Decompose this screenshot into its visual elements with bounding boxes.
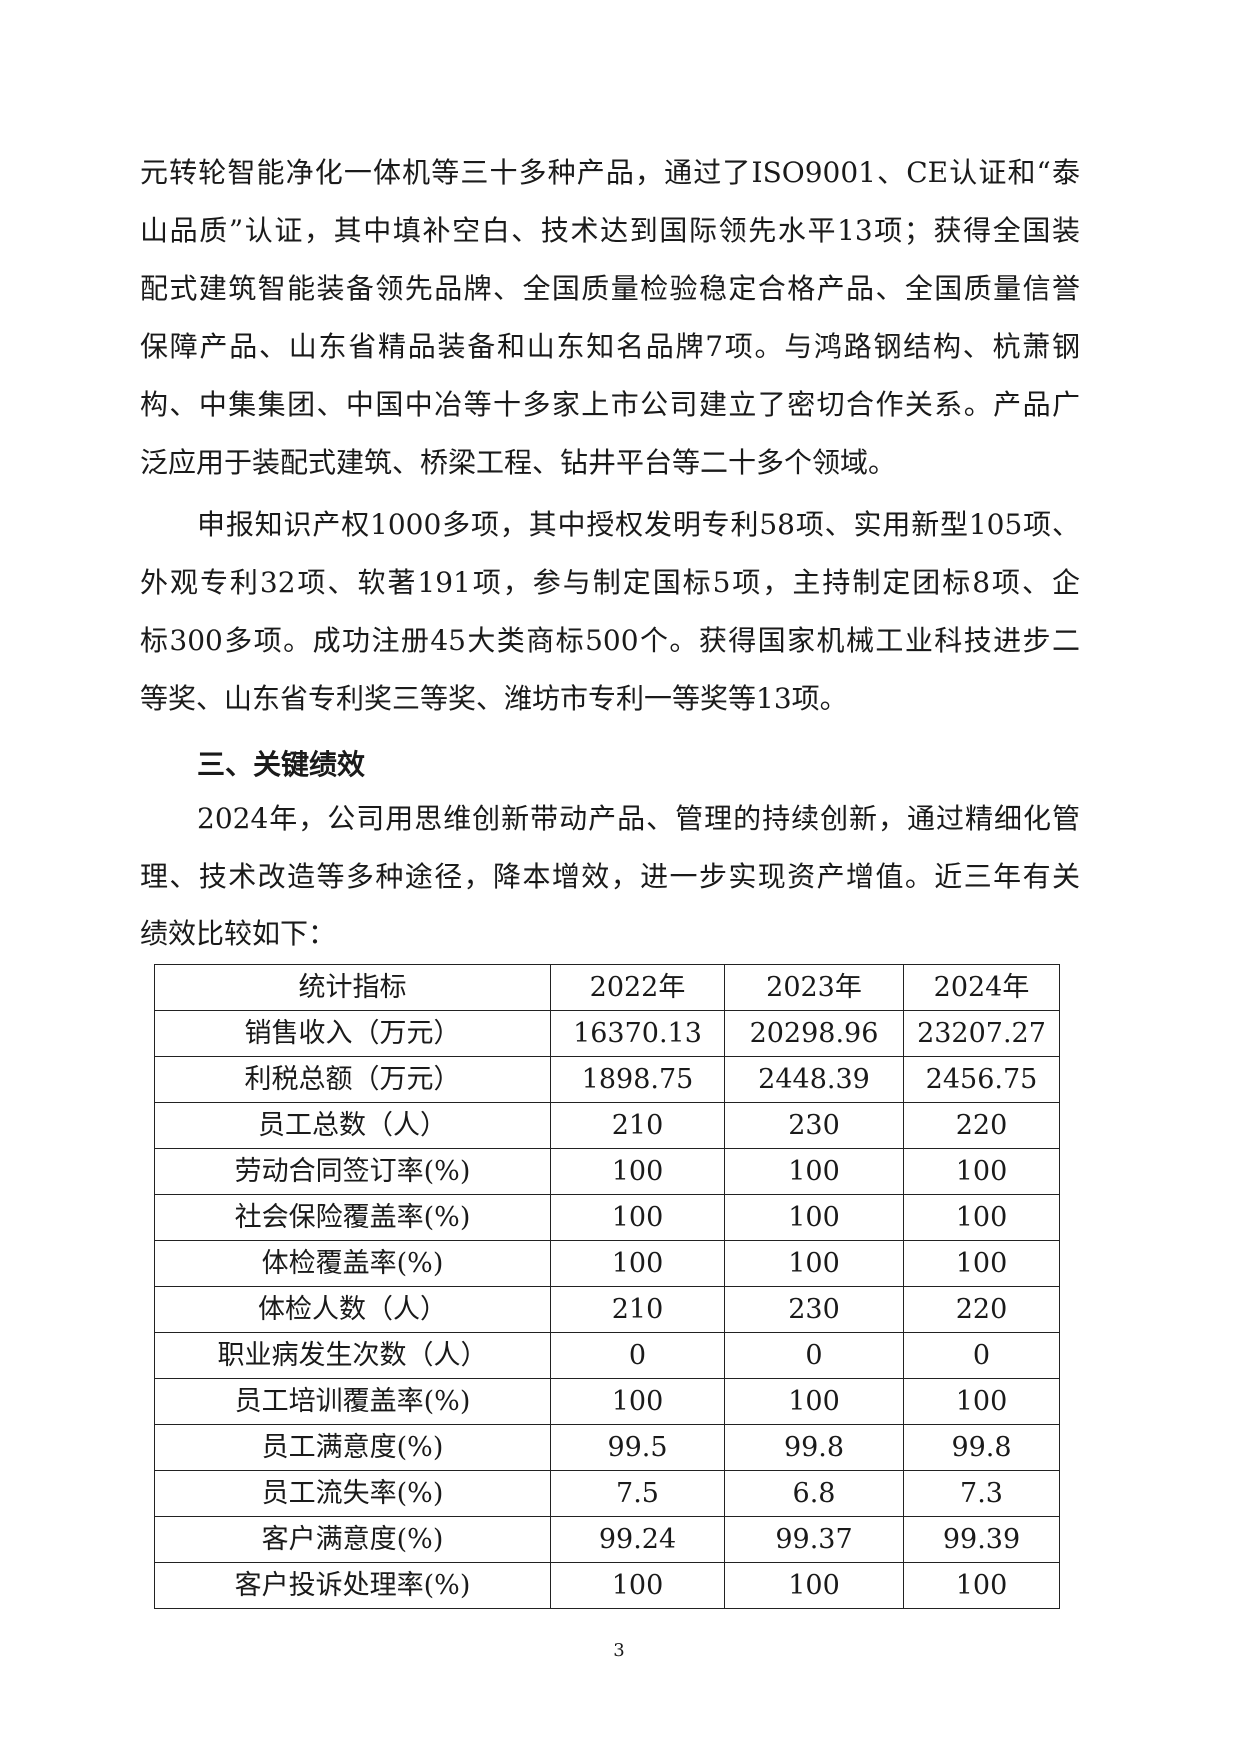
metric-label-cell: 员工满意度(%) [154,1424,551,1471]
table-row: 职业病发生次数（人） 0 0 0 [154,1332,1060,1379]
table-row: 员工流失率(%) 7.5 6.8 7.3 [154,1470,1060,1517]
value-cell: 100 [724,1194,904,1241]
section-heading: 三、关键绩效 [197,748,366,781]
performance-table: 统计指标 2022年 2023年 2024年 销售收入（万元） 16370.13 2… [154,964,1060,1609]
value-cell: 99.37 [724,1516,904,1563]
text-line: 构、中集集团、中国中冶等十多家上市公司建立了密切合作关系。产品广 [140,388,1080,421]
text-line: 申报知识产权1000多项，其中授权发明专利58项、实用新型105项、 [197,508,1080,541]
table-row: 利税总额（万元） 1898.75 2448.39 2456.75 [154,1056,1060,1103]
metric-label-cell: 客户满意度(%) [154,1516,551,1563]
value-cell: 100 [550,1378,725,1425]
metric-label-cell: 员工流失率(%) [154,1470,551,1517]
text-line: 绩效比较如下： [140,917,337,950]
table-row: 客户投诉处理率(%) 100 100 100 [154,1562,1060,1609]
value-cell: 2456.75 [903,1056,1060,1103]
table-row: 员工满意度(%) 99.5 99.8 99.8 [154,1424,1060,1471]
value-cell: 6.8 [724,1470,904,1517]
table-row: 员工总数（人） 210 230 220 [154,1102,1060,1149]
value-cell: 210 [550,1286,725,1333]
metric-label-cell: 员工总数（人） [154,1102,551,1149]
table-row: 销售收入（万元） 16370.13 20298.96 23207.27 [154,1010,1060,1057]
text-line: 外观专利32项、软著191项，参与制定国标5项，主持制定团标8项、企 [140,566,1080,599]
value-cell: 100 [724,1378,904,1425]
metric-label-cell: 体检人数（人） [154,1286,551,1333]
page-number: 3 [613,1640,625,1661]
header-cell: 2022年 [550,964,725,1011]
metric-label-cell: 体检覆盖率(%) [154,1240,551,1287]
text-line: 元转轮智能净化一体机等三十多种产品，通过了ISO9001、CE认证和“泰 [140,156,1080,189]
value-cell: 99.8 [903,1424,1060,1471]
value-cell: 100 [903,1562,1060,1609]
header-cell: 2023年 [724,964,904,1011]
value-cell: 100 [724,1148,904,1195]
text-line: 理、技术改造等多种途径，降本增效，进一步实现资产增值。近三年有关 [140,860,1080,893]
text-line: 等奖、山东省专利奖三等奖、潍坊市专利一等奖等13项。 [140,682,848,715]
value-cell: 99.24 [550,1516,725,1563]
text-line: 山品质”认证，其中填补空白、技术达到国际领先水平13项；获得全国装 [140,214,1080,247]
text-line: 泛应用于装配式建筑、桥梁工程、钻井平台等二十多个领域。 [140,446,897,479]
value-cell: 230 [724,1286,904,1333]
value-cell: 100 [903,1194,1060,1241]
value-cell: 210 [550,1102,725,1149]
value-cell: 100 [724,1562,904,1609]
value-cell: 99.39 [903,1516,1060,1563]
value-cell: 0 [903,1332,1060,1379]
value-cell: 100 [550,1194,725,1241]
text-line: 配式建筑智能装备领先品牌、全国质量检验稳定合格产品、全国质量信誉 [140,272,1080,305]
value-cell: 100 [550,1148,725,1195]
header-cell: 2024年 [903,964,1060,1011]
text-line: 标300多项。成功注册45大类商标500个。获得国家机械工业科技进步二 [140,624,1080,657]
metric-label-cell: 利税总额（万元） [154,1056,551,1103]
value-cell: 99.5 [550,1424,725,1471]
value-cell: 220 [903,1102,1060,1149]
value-cell: 7.5 [550,1470,725,1517]
value-cell: 100 [550,1240,725,1287]
metric-label-cell: 社会保险覆盖率(%) [154,1194,551,1241]
value-cell: 0 [550,1332,725,1379]
table-row: 体检覆盖率(%) 100 100 100 [154,1240,1060,1287]
table-row: 客户满意度(%) 99.24 99.37 99.39 [154,1516,1060,1563]
value-cell: 100 [903,1378,1060,1425]
value-cell: 20298.96 [724,1010,904,1057]
metric-label-cell: 职业病发生次数（人） [154,1332,551,1379]
value-cell: 0 [724,1332,904,1379]
value-cell: 2448.39 [724,1056,904,1103]
header-cell: 统计指标 [154,964,551,1011]
value-cell: 7.3 [903,1470,1060,1517]
table-row: 社会保险覆盖率(%) 100 100 100 [154,1194,1060,1241]
table-header-row: 统计指标 2022年 2023年 2024年 [154,964,1060,1011]
metric-label-cell: 销售收入（万元） [154,1010,551,1057]
value-cell: 100 [724,1240,904,1287]
value-cell: 220 [903,1286,1060,1333]
value-cell: 100 [550,1562,725,1609]
value-cell: 230 [724,1102,904,1149]
text-line: 2024年，公司用思维创新带动产品、管理的持续创新，通过精细化管 [197,802,1080,835]
value-cell: 99.8 [724,1424,904,1471]
table-row: 员工培训覆盖率(%) 100 100 100 [154,1378,1060,1425]
metric-label-cell: 员工培训覆盖率(%) [154,1378,551,1425]
text-line: 保障产品、山东省精品装备和山东知名品牌7项。与鸿路钢结构、杭萧钢 [140,330,1080,363]
value-cell: 16370.13 [550,1010,725,1057]
value-cell: 23207.27 [903,1010,1060,1057]
value-cell: 1898.75 [550,1056,725,1103]
metric-label-cell: 客户投诉处理率(%) [154,1562,551,1609]
value-cell: 100 [903,1240,1060,1287]
table-row: 体检人数（人） 210 230 220 [154,1286,1060,1333]
metric-label-cell: 劳动合同签订率(%) [154,1148,551,1195]
table-row: 劳动合同签订率(%) 100 100 100 [154,1148,1060,1195]
value-cell: 100 [903,1148,1060,1195]
